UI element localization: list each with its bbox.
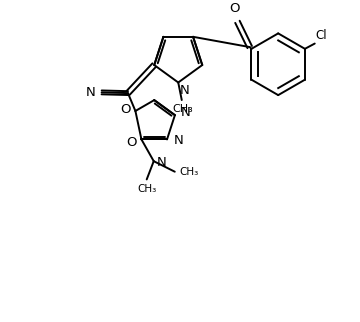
Text: O: O — [229, 2, 240, 15]
Text: O: O — [121, 103, 131, 116]
Text: CH₃: CH₃ — [137, 184, 156, 194]
Text: N: N — [180, 84, 189, 97]
Text: CH₃: CH₃ — [180, 167, 199, 177]
Text: N: N — [181, 106, 191, 119]
Text: N: N — [173, 134, 183, 147]
Text: N: N — [157, 156, 167, 169]
Text: Cl: Cl — [315, 29, 327, 42]
Text: CH₃: CH₃ — [173, 104, 194, 114]
Text: O: O — [127, 136, 137, 149]
Text: N: N — [86, 86, 95, 99]
